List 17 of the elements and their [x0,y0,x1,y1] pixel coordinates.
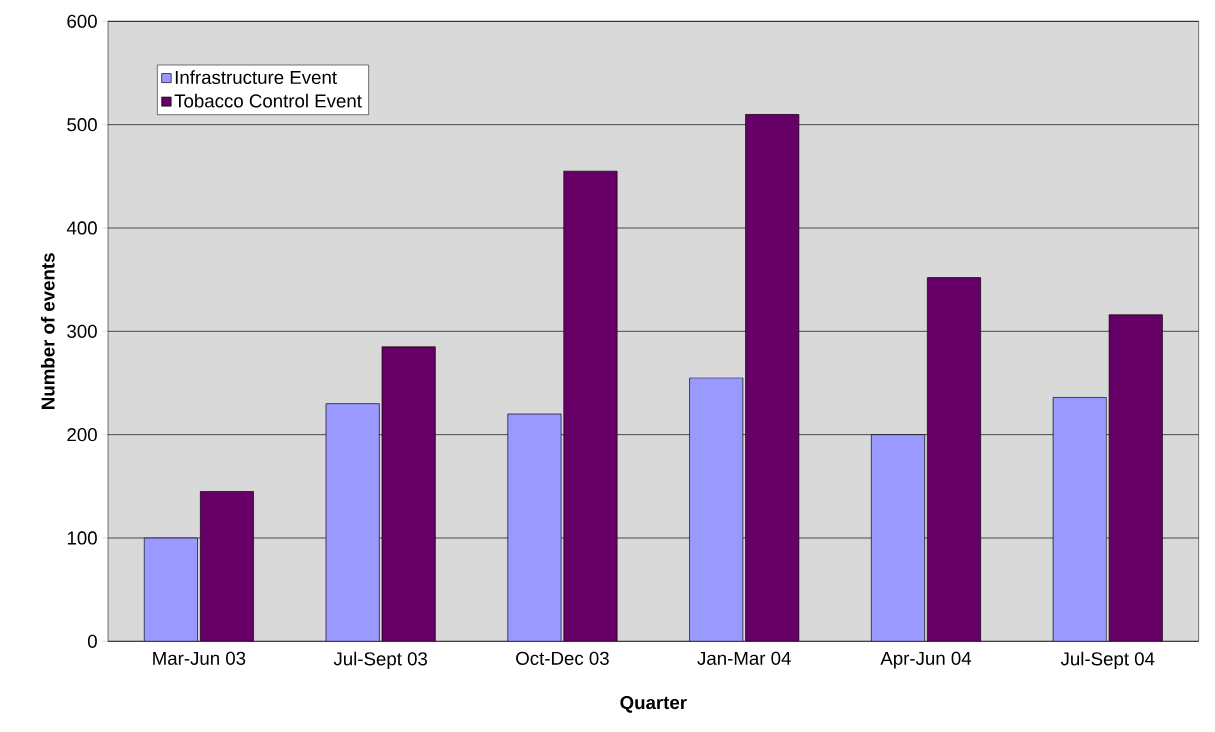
y-tick-label: 500 [67,118,97,132]
legend-label: Tobacco Control Event [174,93,362,108]
y-tick-label: 0 [87,634,97,648]
legend-label: Infrastructure Event [175,70,337,85]
y-tick-label: 200 [67,428,97,442]
y-axis-title: Number of events [40,253,55,409]
x-tick-label: Apr-Jun 04 [880,651,972,669]
x-tick-label: Jan-Mar 04 [697,651,791,665]
x-tick-label: Oct-Dec 03 [516,651,609,665]
x-tick-label: Jul-Sept 04 [1060,651,1155,670]
x-tick-label: Mar-Jun 03 [153,651,246,665]
x-axis-title: Quarter [620,695,687,713]
x-tick-label: Jul-Sept 03 [333,651,428,670]
y-tick-label: 600 [67,14,97,28]
y-tick-label: 100 [67,531,97,545]
y-tick-label: 300 [67,324,97,338]
y-tick-label: 400 [66,221,97,235]
